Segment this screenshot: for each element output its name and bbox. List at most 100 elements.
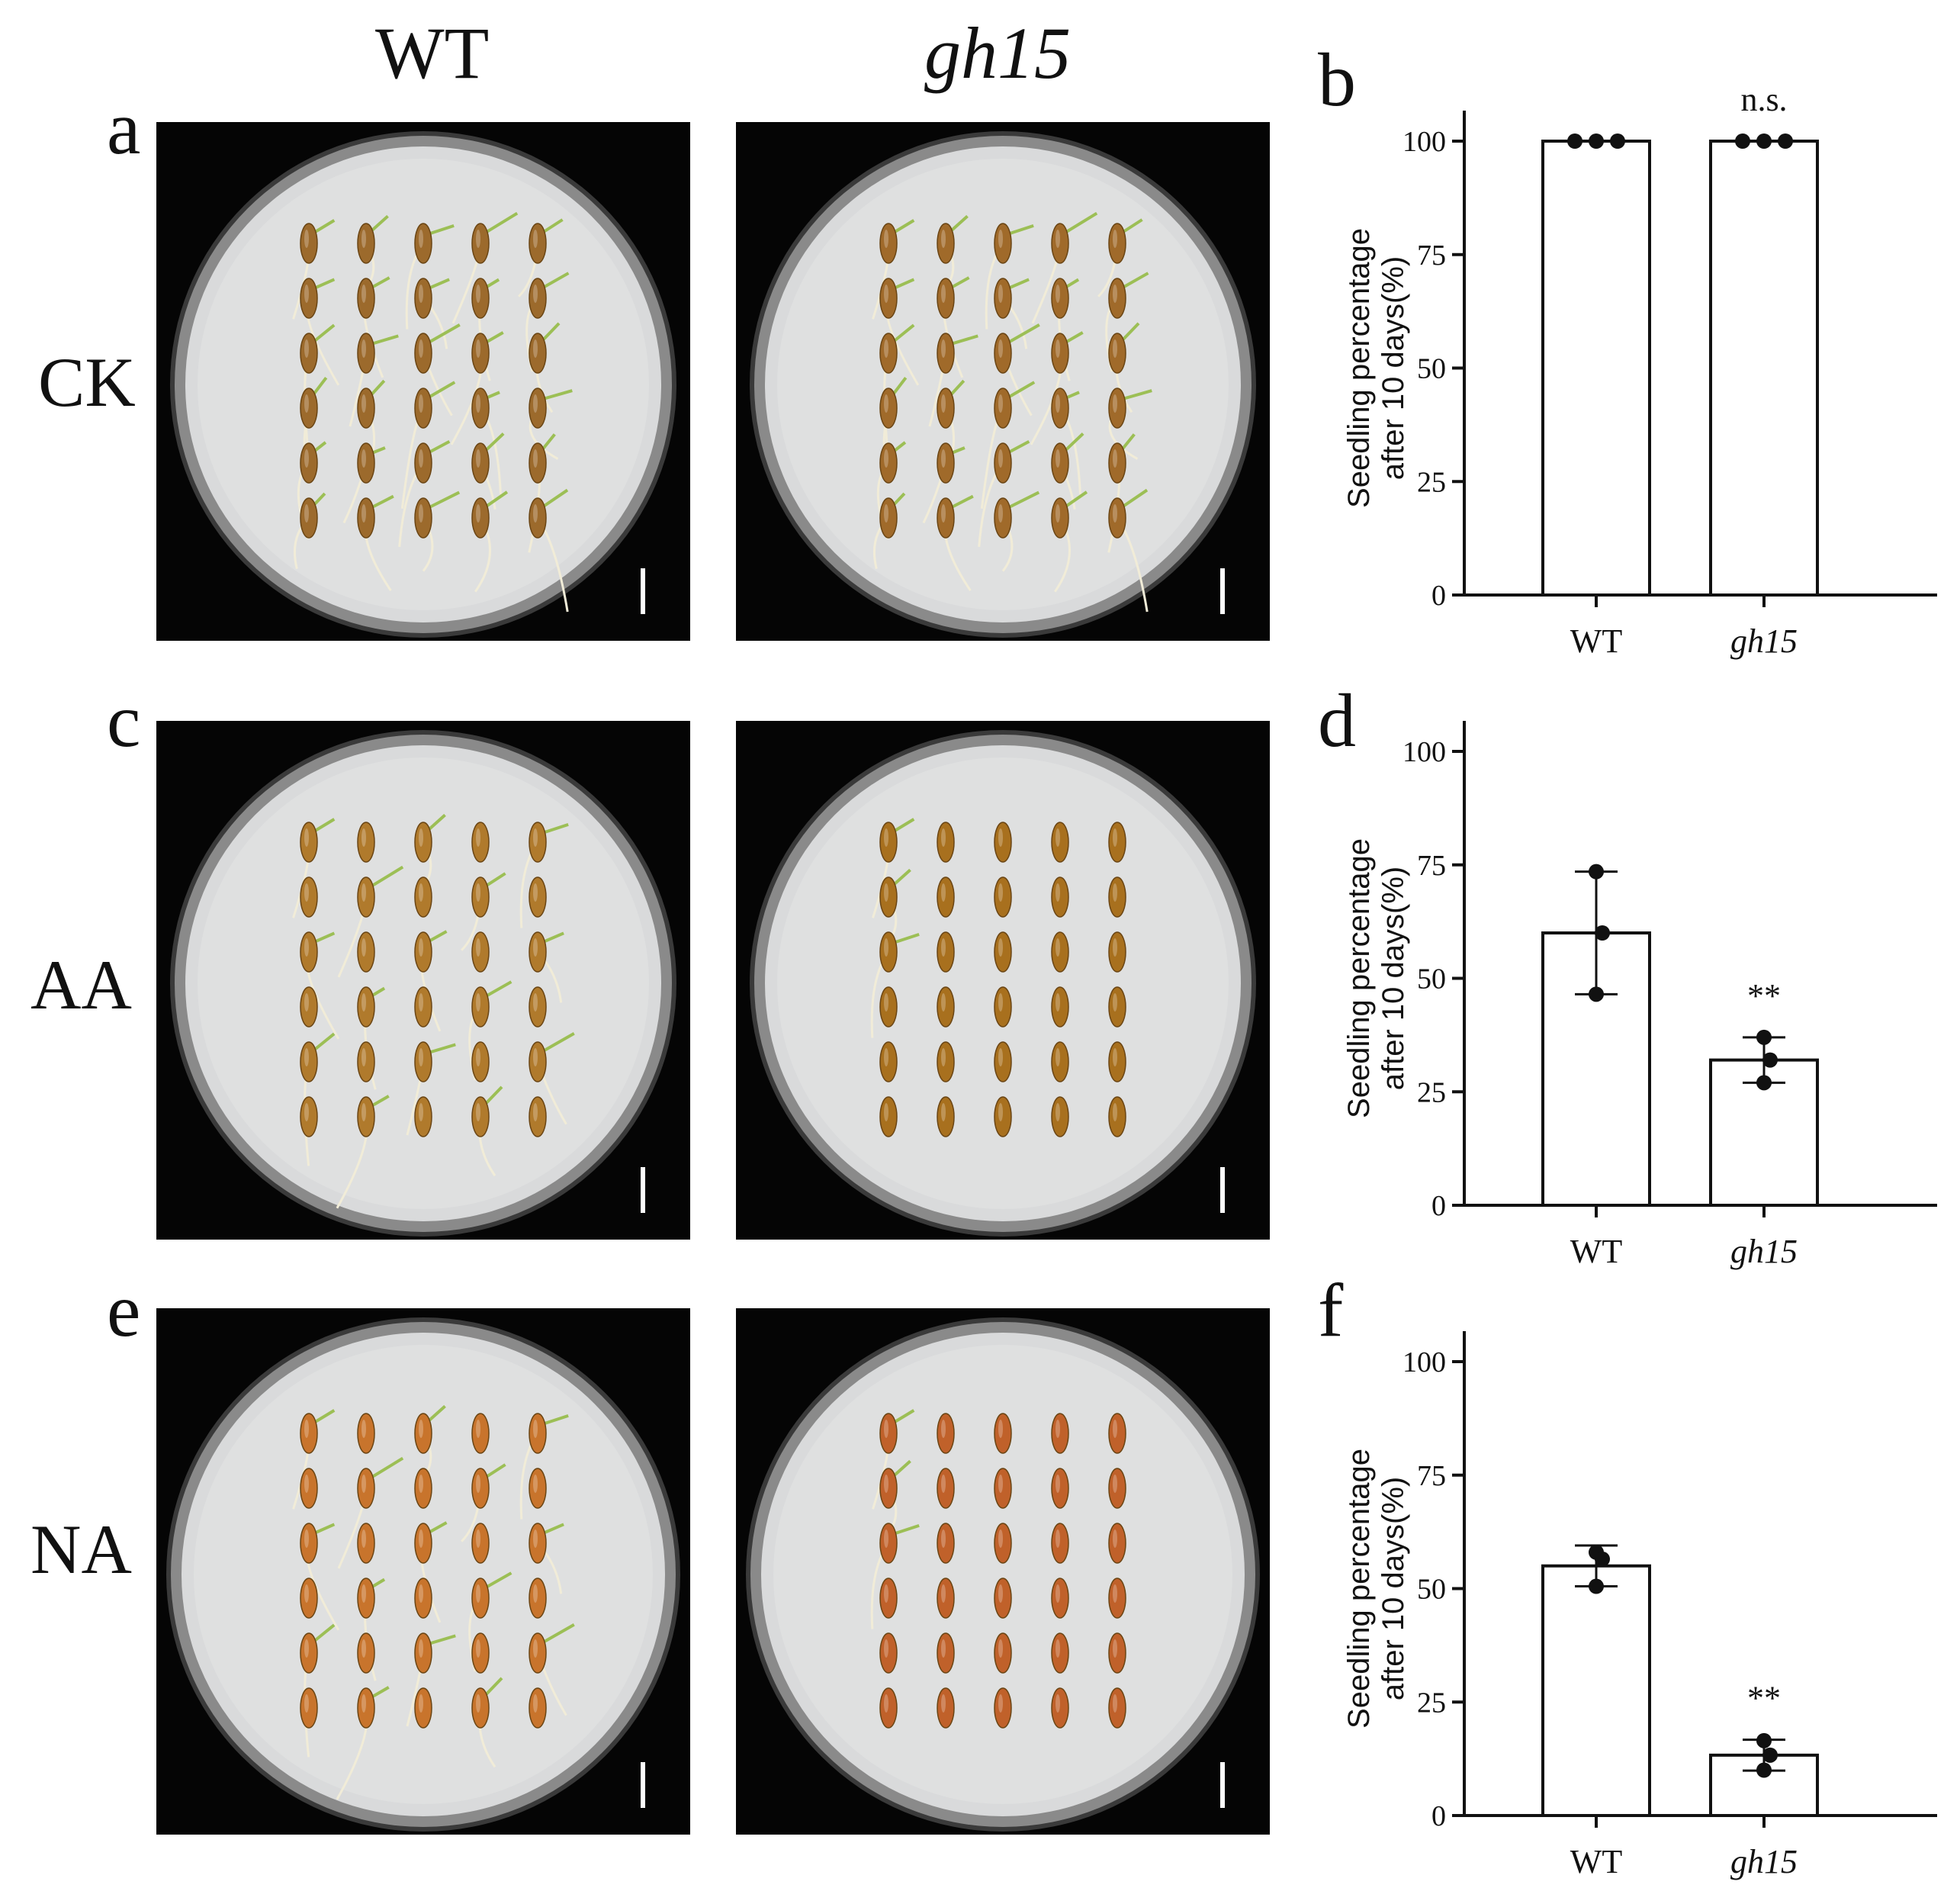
photo-ck-gh15 — [736, 122, 1270, 641]
rice-seed — [357, 1523, 375, 1564]
rice-seed — [937, 986, 955, 1028]
rice-seed — [879, 223, 898, 264]
rice-seed — [300, 1523, 318, 1564]
row-label-ck: CK — [38, 343, 136, 421]
data-point — [1595, 1551, 1610, 1567]
data-point — [1589, 864, 1604, 880]
rice-seed — [994, 1041, 1012, 1082]
rice-seed — [994, 388, 1012, 429]
rice-seed — [994, 822, 1012, 863]
rice-seed — [414, 1096, 432, 1137]
y-tick-label: 50 — [1417, 353, 1446, 385]
rice-seed — [529, 388, 547, 429]
row-label-na: NA — [31, 1510, 132, 1588]
rice-seed — [994, 497, 1012, 539]
rice-seed — [879, 278, 898, 319]
scale-bar — [1220, 1762, 1225, 1808]
rice-seed — [1108, 333, 1126, 374]
rice-seed — [937, 822, 955, 863]
rice-seed — [357, 1096, 375, 1137]
rice-seed — [357, 1632, 375, 1674]
row-label-aa: AA — [31, 946, 132, 1024]
y-axis-title-line2: after 10 days(%) — [1377, 256, 1410, 480]
rice-seed — [937, 442, 955, 484]
rice-seed — [357, 876, 375, 918]
rice-seed — [994, 333, 1012, 374]
rice-seed — [300, 931, 318, 973]
rice-seed — [1051, 986, 1069, 1028]
rice-seed — [879, 1096, 898, 1137]
rice-seed — [994, 1096, 1012, 1137]
data-point — [1756, 1762, 1772, 1778]
rice-seed — [1108, 1413, 1126, 1454]
rice-seed — [414, 333, 432, 374]
x-tick-label: gh15 — [1730, 1843, 1798, 1880]
chart-f: Seedling percentage after 10 days(%) 0 25 50… — [1312, 1282, 1960, 1884]
data-point — [1756, 133, 1772, 149]
data-point — [1735, 133, 1750, 149]
rice-seed — [1051, 388, 1069, 429]
significance-label: ** — [1747, 1680, 1781, 1717]
chart-b: Seedling percentage after 10 days(%) 0 25 50… — [1312, 61, 1960, 671]
rice-seed — [529, 278, 547, 319]
rice-seed — [300, 1041, 318, 1082]
rice-seed — [1108, 822, 1126, 863]
rice-seed — [1108, 278, 1126, 319]
data-point — [1756, 1029, 1772, 1045]
rice-seed — [994, 876, 1012, 918]
rice-seed — [357, 333, 375, 374]
rice-seed — [1108, 442, 1126, 484]
rice-seed — [994, 223, 1012, 264]
rice-seed — [1051, 822, 1069, 863]
photo-aa-wt — [156, 721, 690, 1240]
rice-seed — [994, 442, 1012, 484]
rice-seed — [1051, 1632, 1069, 1674]
rice-seed — [1108, 876, 1126, 918]
rice-seed — [994, 1578, 1012, 1619]
rice-seed — [879, 1468, 898, 1509]
rice-seed — [357, 223, 375, 264]
rice-seed — [529, 1632, 547, 1674]
y-tick-label: 100 — [1403, 1346, 1446, 1378]
column-header-gh15: gh15 — [924, 12, 1071, 94]
rice-seed — [529, 1096, 547, 1137]
rice-seed — [1051, 876, 1069, 918]
rice-seed — [529, 223, 547, 264]
data-point — [1762, 1747, 1778, 1763]
rice-seed — [994, 1632, 1012, 1674]
rice-seed — [414, 1578, 432, 1619]
rice-seed — [414, 442, 432, 484]
column-header-wt: WT — [375, 12, 490, 94]
panel-letter-d: d — [1318, 678, 1356, 763]
rice-seed — [879, 497, 898, 539]
rice-seed — [1108, 1468, 1126, 1509]
rice-seed — [937, 1468, 955, 1509]
rice-seed — [300, 278, 318, 319]
y-axis-title: Seedling percentage — [1342, 228, 1376, 508]
y-axis-title-line2: after 10 days(%) — [1377, 1477, 1410, 1700]
rice-seed — [1108, 497, 1126, 539]
rice-seed — [1108, 1632, 1126, 1674]
rice-seed — [1051, 931, 1069, 973]
rice-seed — [471, 278, 490, 319]
rice-seed — [879, 1578, 898, 1619]
y-tick-label: 50 — [1417, 963, 1446, 995]
y-tick-label: 75 — [1417, 850, 1446, 882]
rice-seed — [937, 388, 955, 429]
rice-seed — [937, 931, 955, 973]
rice-seed — [357, 1468, 375, 1509]
rice-seed — [1108, 1578, 1126, 1619]
y-axis-title-line2: after 10 days(%) — [1377, 867, 1410, 1090]
rice-seed — [414, 931, 432, 973]
rice-seed — [471, 1096, 490, 1137]
y-tick-label: 50 — [1417, 1574, 1446, 1606]
rice-seed — [879, 1523, 898, 1564]
y-axis-title: Seedling percentage — [1342, 838, 1376, 1118]
rice-seed — [471, 876, 490, 918]
rice-seed — [937, 1413, 955, 1454]
rice-seed — [1051, 223, 1069, 264]
rice-seed — [357, 1041, 375, 1082]
x-tick-label: WT — [1570, 622, 1623, 660]
data-point — [1589, 1578, 1604, 1594]
seed-grid — [292, 1404, 575, 1800]
